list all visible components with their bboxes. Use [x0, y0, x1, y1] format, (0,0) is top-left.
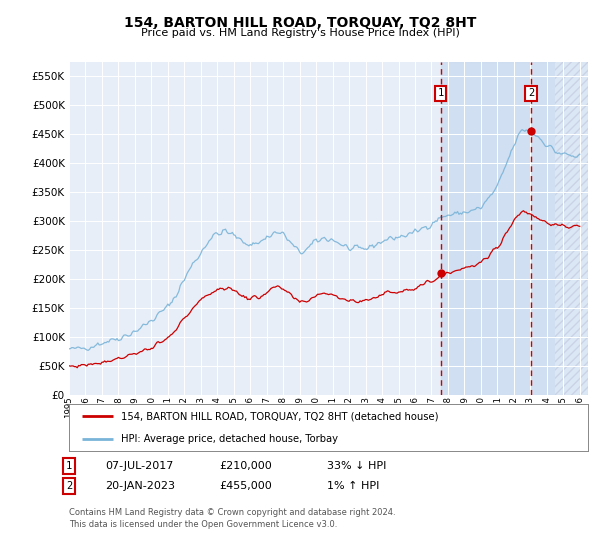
Text: 154, BARTON HILL ROAD, TORQUAY, TQ2 8HT: 154, BARTON HILL ROAD, TORQUAY, TQ2 8HT: [124, 16, 476, 30]
Text: 1: 1: [437, 88, 443, 99]
Text: 154, BARTON HILL ROAD, TORQUAY, TQ2 8HT (detached house): 154, BARTON HILL ROAD, TORQUAY, TQ2 8HT …: [121, 412, 439, 422]
Text: HPI: Average price, detached house, Torbay: HPI: Average price, detached house, Torb…: [121, 433, 338, 444]
Bar: [440, 62, 588, 395]
Text: 1% ↑ HPI: 1% ↑ HPI: [327, 481, 379, 491]
Bar: [555, 62, 588, 395]
Text: 07-JUL-2017: 07-JUL-2017: [105, 461, 173, 471]
Text: Contains HM Land Registry data © Crown copyright and database right 2024.
This d: Contains HM Land Registry data © Crown c…: [69, 508, 395, 529]
Text: 2: 2: [66, 481, 72, 491]
Text: 33% ↓ HPI: 33% ↓ HPI: [327, 461, 386, 471]
Text: £455,000: £455,000: [219, 481, 272, 491]
Text: 20-JAN-2023: 20-JAN-2023: [105, 481, 175, 491]
Text: 2: 2: [528, 88, 534, 99]
Text: £210,000: £210,000: [219, 461, 272, 471]
Text: 1: 1: [66, 461, 72, 471]
Text: Price paid vs. HM Land Registry's House Price Index (HPI): Price paid vs. HM Land Registry's House …: [140, 28, 460, 38]
